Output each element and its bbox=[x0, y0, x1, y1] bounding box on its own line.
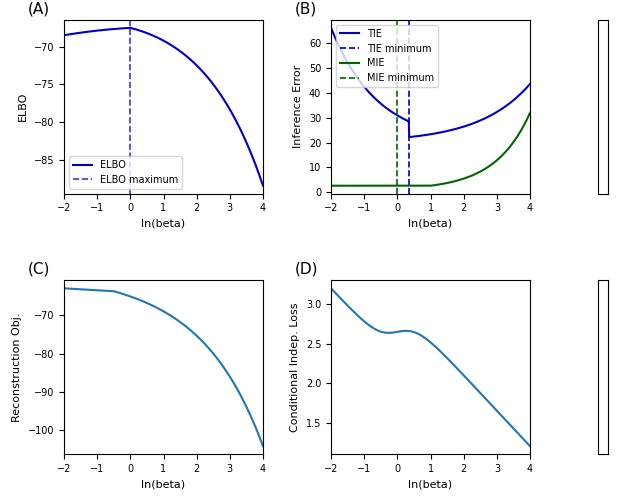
TIE bbox=[446, 127, 454, 133]
Line: TIE: TIE bbox=[331, 28, 530, 137]
ELBO bbox=[155, 35, 163, 41]
Line: ELBO: ELBO bbox=[64, 28, 263, 186]
TIE bbox=[526, 81, 534, 87]
MIE bbox=[423, 183, 431, 189]
ELBO bbox=[259, 183, 267, 189]
TIE bbox=[423, 132, 431, 138]
MIE bbox=[327, 183, 335, 189]
TIE bbox=[491, 110, 499, 116]
ELBO bbox=[168, 43, 176, 49]
X-axis label: ln(beta): ln(beta) bbox=[408, 480, 452, 490]
TIE bbox=[327, 25, 335, 31]
MIE bbox=[526, 110, 534, 116]
X-axis label: ln(beta): ln(beta) bbox=[141, 480, 186, 490]
MIE bbox=[445, 180, 453, 186]
MIE minimum bbox=[394, 189, 401, 195]
TIE bbox=[405, 134, 413, 140]
MIE bbox=[522, 120, 529, 126]
ELBO bbox=[224, 102, 232, 108]
Y-axis label: ELBO: ELBO bbox=[18, 92, 28, 121]
ELBO bbox=[126, 25, 134, 31]
Text: (A): (A) bbox=[28, 1, 51, 16]
TIE bbox=[522, 86, 529, 92]
ELBO bbox=[255, 170, 262, 176]
X-axis label: ln(beta): ln(beta) bbox=[408, 219, 452, 229]
MIE bbox=[435, 182, 442, 188]
TIE bbox=[422, 132, 430, 138]
MIE bbox=[490, 160, 498, 166]
Text: (B): (B) bbox=[295, 1, 317, 16]
MIE minimum bbox=[394, 187, 401, 193]
TIE minimum bbox=[405, 189, 413, 195]
Line: MIE: MIE bbox=[331, 113, 530, 186]
ELBO bbox=[60, 32, 68, 38]
X-axis label: ln(beta): ln(beta) bbox=[141, 219, 186, 229]
TIE minimum bbox=[405, 187, 413, 193]
Y-axis label: Inference Error: Inference Error bbox=[293, 65, 303, 148]
ELBO bbox=[179, 50, 187, 56]
Y-axis label: Conditional Indep. Loss: Conditional Indep. Loss bbox=[291, 302, 300, 432]
Text: (D): (D) bbox=[295, 262, 319, 277]
MIE bbox=[422, 183, 429, 189]
Text: (C): (C) bbox=[28, 262, 51, 277]
ELBO bbox=[156, 36, 164, 42]
Legend: TIE, TIE minimum, MIE, MIE minimum: TIE, TIE minimum, MIE, MIE minimum bbox=[336, 25, 438, 87]
TIE bbox=[435, 130, 443, 136]
Y-axis label: Reconstruction Obj.: Reconstruction Obj. bbox=[12, 312, 22, 422]
Legend: ELBO, ELBO maximum: ELBO, ELBO maximum bbox=[69, 156, 182, 189]
